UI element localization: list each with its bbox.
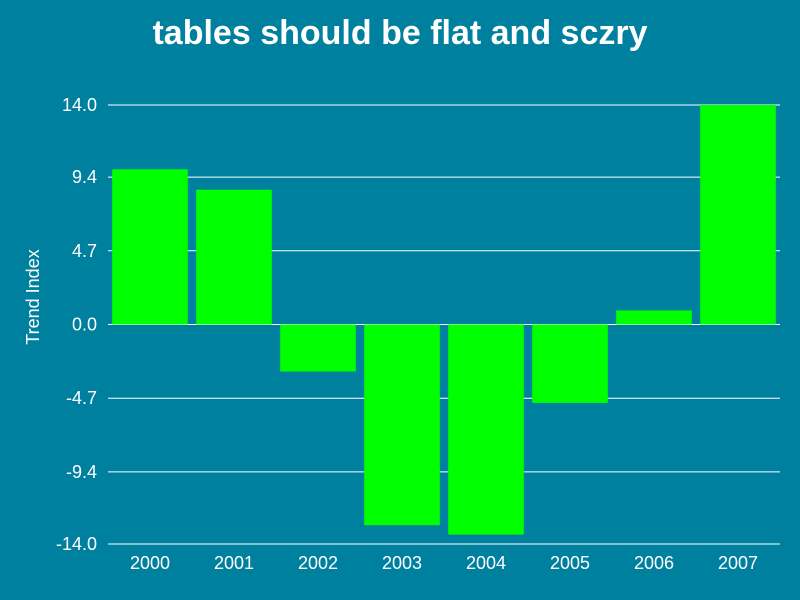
bar-2007 [700,105,776,325]
bar-2001 [196,189,272,325]
x-tick-label: 2002 [298,553,338,573]
x-tick-label: 2001 [214,553,254,573]
y-tick-label: -4.7 [66,388,97,408]
x-tick-label: 2000 [130,553,170,573]
bar-2006 [616,310,692,325]
x-tick-label: 2007 [718,553,758,573]
x-tick-label: 2003 [382,553,422,573]
y-axis-label: Trend Index [23,249,43,344]
bar-2000 [112,169,188,325]
bar-2002 [280,324,356,372]
x-tick-label: 2006 [634,553,674,573]
x-tick-label: 2005 [550,553,590,573]
y-axis-ticks: 14.0 9.4 4.7 0.0 -4.7 -9.4 -14.0 [56,95,97,554]
y-tick-label: -9.4 [66,462,97,482]
bar-2003 [364,324,440,526]
bar-2004 [448,324,524,535]
chart-title: tables should be flat and sczry [152,14,648,52]
y-tick-label: 14.0 [62,95,97,115]
y-tick-label: 9.4 [72,167,97,187]
bar-2005 [532,324,608,403]
bars [112,105,776,535]
x-tick-label: 2004 [466,553,506,573]
x-axis-ticks: 2000 2001 2002 2003 2004 2005 2006 2007 [130,553,758,573]
y-tick-label: -14.0 [56,534,97,554]
y-tick-label: 0.0 [72,315,97,335]
y-tick-label: 4.7 [72,241,97,261]
